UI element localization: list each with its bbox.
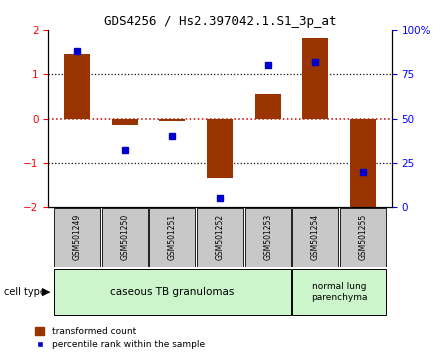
Text: GSM501250: GSM501250 [120,214,129,260]
Text: GSM501255: GSM501255 [359,214,367,260]
FancyBboxPatch shape [293,269,386,315]
Text: GSM501253: GSM501253 [263,214,272,260]
FancyBboxPatch shape [340,208,386,267]
Bar [350,119,376,209]
Text: GSM501254: GSM501254 [311,214,320,260]
Bar [255,94,281,119]
FancyBboxPatch shape [150,208,195,267]
FancyBboxPatch shape [54,208,100,267]
Text: GSM501252: GSM501252 [216,214,224,260]
Text: GSM501251: GSM501251 [168,214,177,260]
FancyBboxPatch shape [245,208,290,267]
Bar [207,119,233,178]
Legend: transformed count, percentile rank within the sample: transformed count, percentile rank withi… [35,327,205,349]
Bar [112,119,138,125]
FancyBboxPatch shape [54,269,290,315]
FancyBboxPatch shape [293,208,338,267]
Text: normal lung
parenchyma: normal lung parenchyma [311,282,367,302]
Bar [302,38,328,119]
Text: cell type: cell type [4,287,46,297]
Bar [159,119,185,121]
Bar [64,55,90,119]
Title: GDS4256 / Hs2.397042.1.S1_3p_at: GDS4256 / Hs2.397042.1.S1_3p_at [104,15,336,28]
Text: ▶: ▶ [42,287,50,297]
Text: GSM501249: GSM501249 [73,214,81,260]
Text: caseous TB granulomas: caseous TB granulomas [110,287,235,297]
FancyBboxPatch shape [102,208,147,267]
FancyBboxPatch shape [197,208,243,267]
